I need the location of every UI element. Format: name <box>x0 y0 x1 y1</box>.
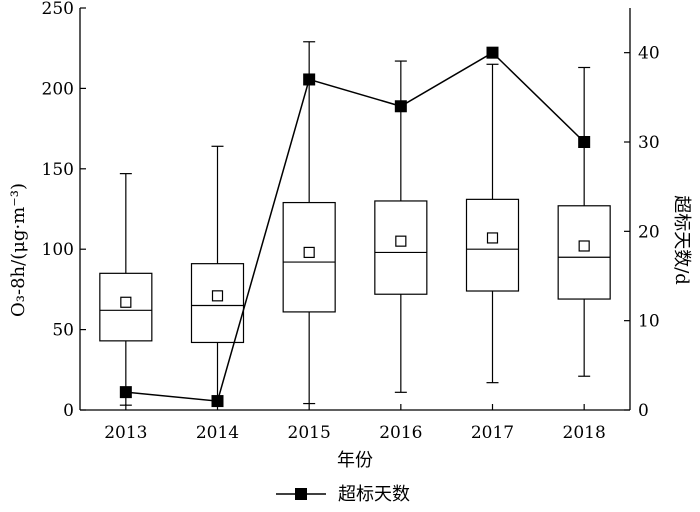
x-tick-label: 2016 <box>379 423 422 443</box>
box-plots <box>99 41 611 406</box>
series-line <box>125 51 585 402</box>
x-tick-label: 2018 <box>563 423 606 443</box>
legend-label: 超标天数 <box>338 484 410 505</box>
box-mean-marker <box>120 296 132 308</box>
box-mean-marker <box>303 246 315 259</box>
y-right-tick-label: 10 <box>638 312 660 332</box>
y-left-tick-label: 100 <box>42 240 74 260</box>
box-mean-marker <box>486 232 499 244</box>
y-right-tick-label: 0 <box>638 401 649 421</box>
x-tick-label: 2013 <box>104 423 147 443</box>
box-iqr <box>374 200 428 295</box>
x-axis-title: 年份 <box>337 450 373 471</box>
y-right-tick-label: 20 <box>638 222 660 242</box>
y-right-tick-label: 40 <box>638 44 660 64</box>
y-left-tick-label: 200 <box>42 79 74 99</box>
y-left-tick-label: 250 <box>42 0 74 19</box>
series-point <box>486 46 499 59</box>
box-iqr <box>465 198 520 292</box>
y-left-tick-label: 0 <box>63 401 74 421</box>
axes: 0 50 100 150 200 250 0 10 20 30 40 2013 2014 2015 2016… <box>42 0 660 443</box>
x-tick-label: 2015 <box>288 423 331 443</box>
exceedance-series <box>119 46 591 408</box>
y-right-tick-label: 30 <box>638 133 660 153</box>
y-left-tick-label: 50 <box>52 321 74 341</box>
x-tick-label: 2014 <box>196 423 239 443</box>
series-point <box>394 100 407 113</box>
box-mean-marker <box>578 240 590 252</box>
box-iqr <box>557 205 611 300</box>
legend-marker <box>295 488 307 500</box>
series-point <box>119 386 132 399</box>
series-point <box>578 136 591 148</box>
box-mean-marker <box>211 290 224 302</box>
box-iqr <box>190 263 245 344</box>
x-tick-label: 2017 <box>471 423 514 443</box>
box-mean-marker <box>395 235 407 247</box>
series-point <box>303 73 316 86</box>
legend: 超标天数 <box>276 484 410 505</box>
series-point <box>211 395 224 408</box>
y-axis-left-title: O₃-8h/(μg·m⁻³) <box>8 183 29 317</box>
y-left-tick-label: 150 <box>42 160 74 180</box>
y-axis-right-title: 超标天数/d <box>671 195 692 285</box>
